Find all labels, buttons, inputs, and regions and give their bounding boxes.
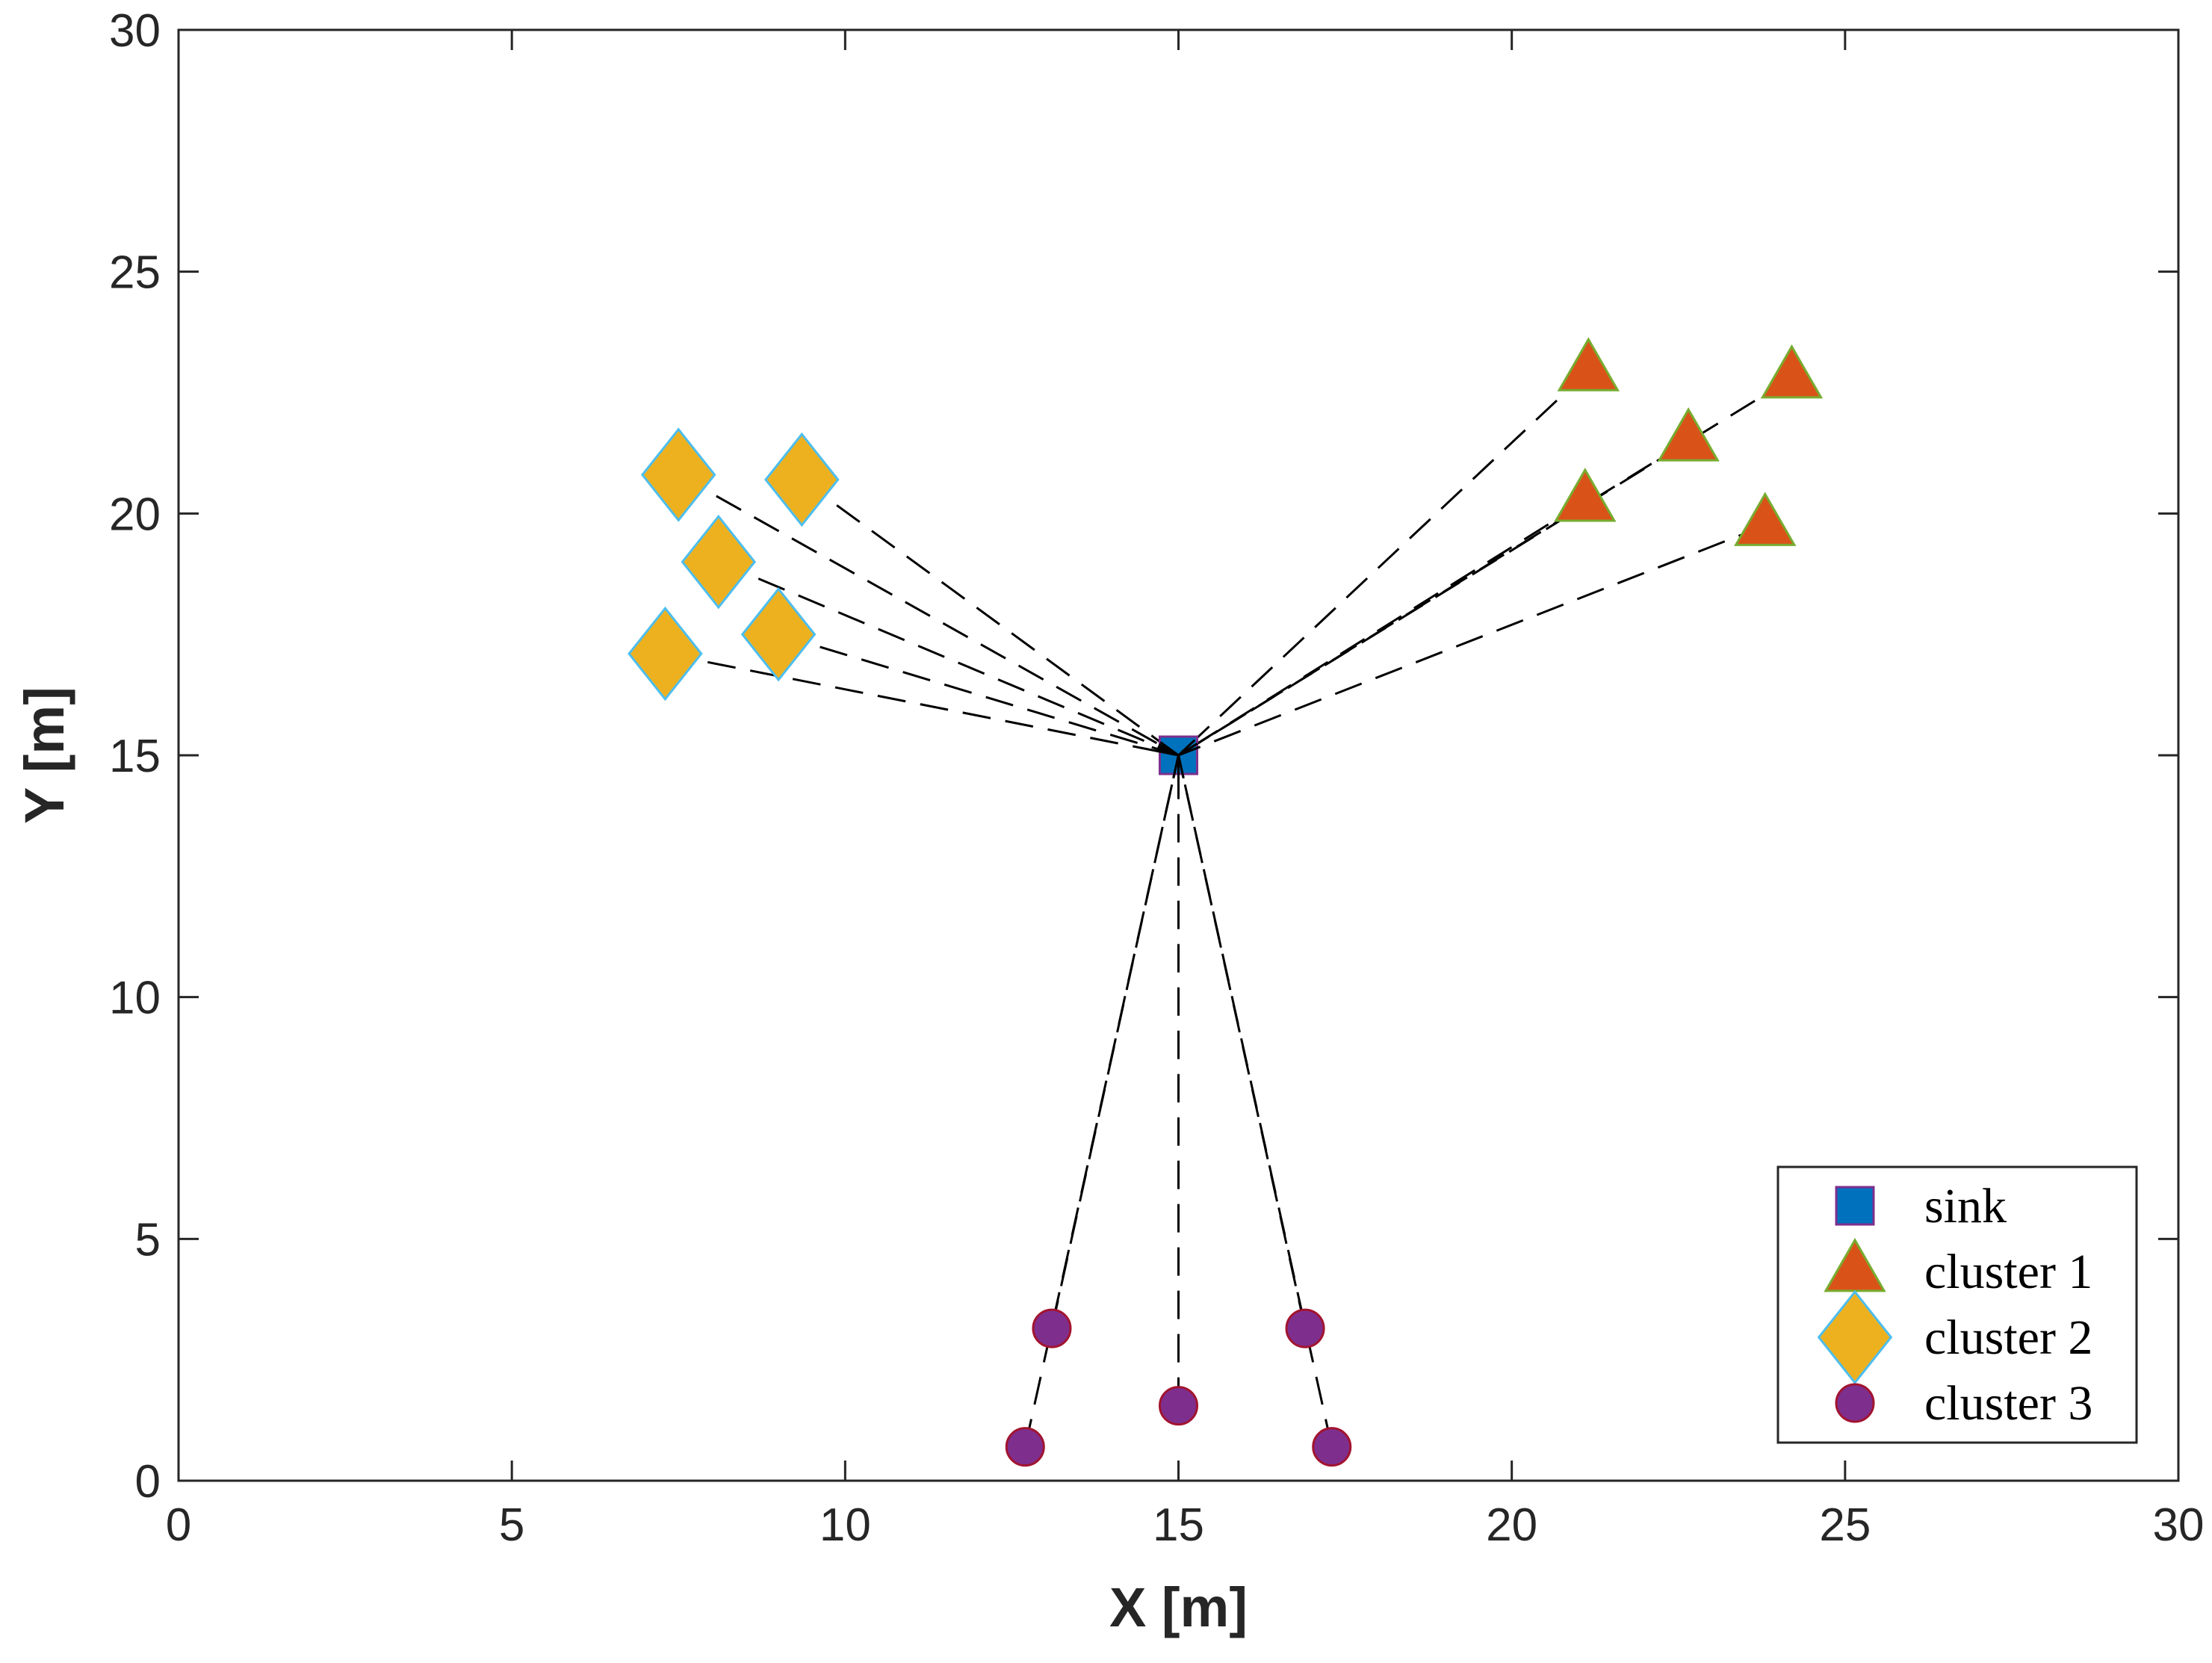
legend-label: cluster 2 [1924,1310,2092,1365]
tick-labels: 0 5 10 15 20 25 30 0 5 10 15 20 25 30 [109,5,2204,1551]
legend-marker-cluster-2 [1817,1289,1893,1385]
y-tick-label: 25 [109,247,161,299]
y-tick-label: 30 [109,5,161,57]
legend-label: cluster 3 [1924,1376,2092,1431]
cluster-3-point [1159,1386,1198,1426]
y-tick-label: 15 [109,731,161,782]
link-line [1023,755,1180,1448]
link-line [1177,524,1766,757]
link-line [718,560,1180,757]
y-tick-label: 0 [135,1456,161,1508]
link-line [678,474,1180,757]
cluster-3-point [1285,1308,1325,1348]
cluster-3-point [1312,1427,1352,1467]
link-line [1177,755,1333,1448]
link-tip [1156,749,1179,757]
cluster-2-point [640,427,716,522]
x-tick-label: 25 [1819,1499,1871,1551]
legend-label: cluster 1 [1924,1245,2092,1299]
legend: sink cluster 1 cluster 2 cluster 3 [1776,1165,2138,1444]
x-tick-label: 0 [166,1499,191,1551]
x-tick-label: 10 [820,1499,871,1551]
x-tick-label: 5 [499,1499,524,1551]
legend-marker-sink [1835,1186,1875,1226]
y-tick-label: 10 [109,973,161,1024]
link-tip [1177,755,1185,778]
link-tip [1177,746,1200,757]
y-axis-title: Y [m] [13,687,75,824]
legend-marker-cluster-3 [1835,1383,1875,1423]
cluster-1-point [1557,337,1620,391]
link-line [1177,439,1689,757]
link-tip [1172,755,1180,778]
cluster-3-point [1032,1308,1072,1348]
link-line [801,478,1180,757]
cluster-2-point [681,514,757,610]
cluster-1-point [1734,492,1797,546]
cluster-1-point [1760,344,1824,399]
y-tick-label: 5 [135,1214,161,1266]
cluster-3-point [1005,1427,1045,1467]
plot-area-frame [177,28,2180,1482]
cluster-1-point [1657,407,1720,462]
x-tick-label: 20 [1486,1499,1537,1551]
x-axis-title: X [m] [1109,1576,1248,1638]
y-tick-label: 20 [109,489,161,540]
cluster-1-point [1554,467,1617,522]
cluster-2-point [764,432,840,527]
legend-label: sink [1924,1179,2007,1233]
link-line [1177,500,1586,757]
x-tick-label: 15 [1153,1499,1204,1551]
cluster-2-point [628,606,703,702]
link-lines [665,370,1793,1448]
x-tick-label: 30 [2153,1499,2205,1551]
cluster-2-point [740,586,817,682]
link-line [778,633,1179,757]
link-line [1177,370,1590,757]
link-line [665,652,1179,757]
node-markers [628,337,1824,1467]
